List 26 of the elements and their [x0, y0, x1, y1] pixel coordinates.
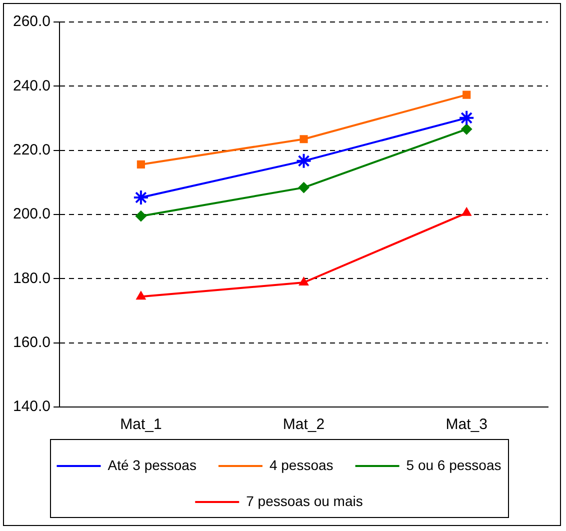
- point: [300, 135, 308, 144]
- y-tick-label: 200.0: [12, 206, 51, 223]
- y-tick-label: 140.0: [12, 398, 51, 416]
- y-tick-label: 160.0: [12, 334, 51, 351]
- y-tick-label: 260.0: [12, 13, 51, 30]
- x-tick-label: Mat_3: [446, 416, 488, 434]
- point: [298, 277, 309, 286]
- y-tick-label: 220.0: [12, 141, 51, 158]
- point: [296, 152, 312, 169]
- point: [136, 291, 146, 300]
- legend-label: 5 ou 6 pessoas: [406, 456, 502, 473]
- point: [136, 160, 145, 168]
- point: [458, 110, 475, 126]
- point: [462, 90, 471, 99]
- y-tick-label: 180.0: [12, 270, 51, 287]
- point: [135, 210, 146, 222]
- point: [462, 207, 472, 216]
- x-tick-label: Mat_1: [120, 416, 162, 434]
- legend-label: 7 pessoas ou mais: [246, 492, 363, 509]
- point: [298, 182, 310, 194]
- legend-label: Até 3 pessoas: [108, 456, 196, 473]
- legend-label: 4 pessoas: [269, 456, 334, 473]
- y-tick-label: 240.0: [12, 77, 51, 94]
- point: [132, 189, 149, 206]
- point: [461, 124, 472, 135]
- x-tick-label: Mat_2: [282, 416, 325, 434]
